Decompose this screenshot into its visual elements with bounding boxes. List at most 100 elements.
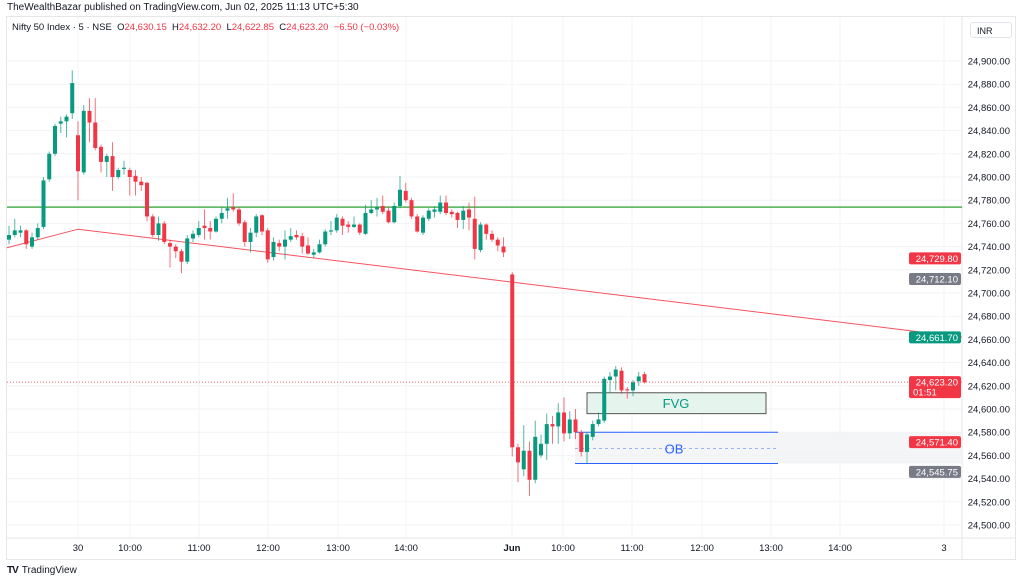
candle-up xyxy=(636,376,641,382)
candle-down xyxy=(409,200,414,217)
candle-up xyxy=(219,212,224,219)
candle-up xyxy=(432,209,437,212)
price-badge-label: 24,623.20 xyxy=(916,378,958,389)
price-badge xyxy=(909,465,961,478)
candle-down xyxy=(76,135,80,172)
candle-down xyxy=(139,181,144,186)
candle-down xyxy=(386,210,391,223)
y-tick-label: 24,660.00 xyxy=(968,335,1010,346)
candle-down xyxy=(357,224,362,233)
open-value: 24,630.15 xyxy=(124,22,167,33)
candle-up xyxy=(70,83,75,114)
tradingview-brand[interactable]: TV TradingView xyxy=(7,565,77,576)
high-label: H xyxy=(172,22,179,33)
candle-down xyxy=(93,122,98,148)
y-tick-label: 24,720.00 xyxy=(968,265,1010,276)
y-tick-label: 24,840.00 xyxy=(968,126,1010,137)
candle-up xyxy=(556,412,561,427)
y-tick-label: 24,740.00 xyxy=(968,242,1010,253)
candle-down xyxy=(501,246,506,253)
candle-up xyxy=(104,156,109,162)
tradingview-logo-icon: TV xyxy=(7,565,19,576)
candle-up xyxy=(478,224,483,251)
ob-zone xyxy=(575,432,962,464)
price-badge xyxy=(909,436,961,449)
candle-up xyxy=(156,223,161,235)
candle-up xyxy=(53,125,57,154)
change-value: −6.50 (−0.03%) xyxy=(333,22,400,33)
candle-down xyxy=(202,225,207,229)
candle-down xyxy=(444,202,448,213)
candle-down xyxy=(237,209,241,224)
y-tick-label: 24,760.00 xyxy=(968,219,1010,230)
ob-label: OB xyxy=(665,441,684,456)
y-tick-label: 24,880.00 xyxy=(968,80,1010,91)
candle-up xyxy=(35,228,40,238)
x-tick-label: 13:00 xyxy=(326,543,350,554)
symbol-label[interactable]: Nifty 50 Index · 5 · NSE xyxy=(12,22,112,33)
candle-down xyxy=(573,419,578,433)
x-tick-label: 10:00 xyxy=(118,543,142,554)
candle-up xyxy=(317,244,322,253)
y-tick-label: 24,640.00 xyxy=(968,358,1010,369)
candle-up xyxy=(590,424,595,437)
candle-up xyxy=(288,236,293,240)
candle-down xyxy=(467,209,471,218)
candle-down xyxy=(162,223,167,242)
y-tick-label: 24,900.00 xyxy=(968,57,1010,68)
candle-up xyxy=(47,153,52,180)
price-badge xyxy=(909,331,961,344)
x-tick-label: 3 xyxy=(941,543,946,554)
candle-down xyxy=(208,228,213,232)
candle-down xyxy=(449,211,454,215)
y-tick-label: 24,620.00 xyxy=(968,381,1010,392)
candle-up xyxy=(613,369,618,377)
currency-button[interactable]: INR xyxy=(970,22,1012,38)
candle-down xyxy=(173,246,178,252)
candle-up xyxy=(64,116,69,122)
price-badge xyxy=(909,252,961,265)
x-tick-label: 30 xyxy=(73,543,84,554)
candle-down xyxy=(145,182,149,217)
candle-up xyxy=(596,419,601,425)
candle-down xyxy=(242,222,247,242)
chart-pane[interactable] xyxy=(6,16,1016,560)
candle-up xyxy=(248,232,253,242)
candle-up xyxy=(375,207,379,210)
candle-down xyxy=(260,215,264,232)
candle-up xyxy=(567,419,572,434)
y-tick-label: 24,600.00 xyxy=(968,405,1010,416)
candle-down xyxy=(306,245,310,254)
y-tick-label: 24,580.00 xyxy=(968,428,1010,439)
candle-up xyxy=(539,443,543,456)
y-tick-label: 24,820.00 xyxy=(968,149,1010,160)
candle-up xyxy=(426,210,431,219)
candle-up xyxy=(225,208,230,211)
price-badge-label: 24,545.75 xyxy=(916,467,958,478)
candle-down xyxy=(527,450,532,480)
x-tick-label: 14:00 xyxy=(394,543,418,554)
y-tick-label: 24,860.00 xyxy=(968,103,1010,114)
candle-up xyxy=(352,224,356,227)
candle-up xyxy=(271,241,276,258)
fvg-label: FVG xyxy=(663,396,690,411)
price-badge-label: 24,571.40 xyxy=(916,438,958,449)
y-tick-label: 24,520.00 xyxy=(968,497,1010,508)
candle-up xyxy=(311,252,316,255)
candle-down xyxy=(495,239,500,246)
candle-up xyxy=(323,231,328,245)
price-badge xyxy=(909,272,961,285)
candle-up xyxy=(214,218,218,232)
low-value: 24,622.85 xyxy=(231,22,274,33)
x-tick-label: 12:00 xyxy=(256,543,280,554)
candle-up xyxy=(461,210,466,220)
candle-up xyxy=(58,121,63,124)
candle-down xyxy=(490,233,494,240)
y-tick-label: 24,780.00 xyxy=(968,196,1010,207)
candle-down xyxy=(642,374,647,383)
ohlc-legend: Nifty 50 Index · 5 · NSE O24,630.15 H24,… xyxy=(12,22,399,33)
candle-down xyxy=(346,224,351,227)
candle-up xyxy=(369,209,374,213)
price-badge-label: 24,712.10 xyxy=(916,274,958,285)
